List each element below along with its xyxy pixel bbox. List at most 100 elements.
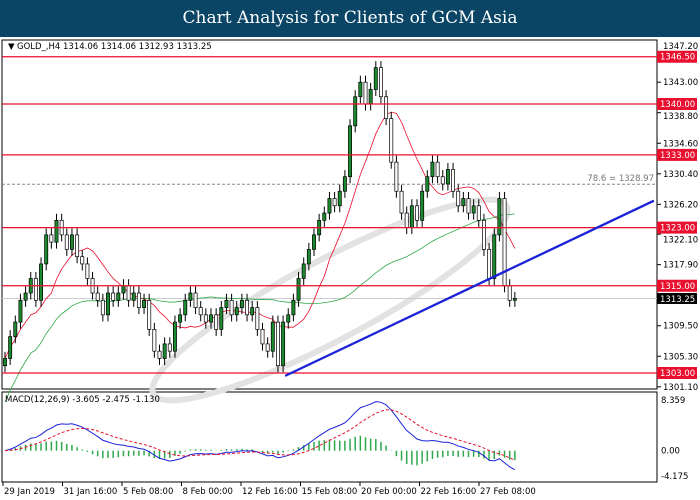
candle-body <box>471 205 476 214</box>
macd-pane <box>1 391 658 483</box>
level-tag <box>657 50 697 63</box>
candle-body <box>255 307 260 330</box>
time-tick-label: 15 Feb 08:00 <box>302 487 358 497</box>
candle-body <box>476 205 481 221</box>
candle-body <box>100 299 105 316</box>
candle-body <box>173 321 177 352</box>
candle-body <box>116 292 121 301</box>
candle-body <box>440 176 445 185</box>
price-tick-label: 1317.90 <box>663 261 698 271</box>
price-tick-label: 1334.60 <box>663 139 698 149</box>
price-tick-label: 1330.40 <box>663 170 698 180</box>
level-label: 1333.00 <box>660 151 695 161</box>
candle-body <box>8 336 13 359</box>
candle-body <box>389 118 394 163</box>
candle-body <box>64 234 69 250</box>
time-tick-label: 31 Jan 16:00 <box>64 487 118 497</box>
candle-body <box>214 314 219 330</box>
candle-body <box>337 190 342 207</box>
moving-average-50 <box>4 213 515 403</box>
candle-body <box>33 278 38 301</box>
candle-body <box>445 169 450 185</box>
candle-body <box>363 81 368 105</box>
candle-body <box>435 161 440 178</box>
candle-body <box>286 314 291 323</box>
candle-body <box>106 292 110 316</box>
candle-body <box>466 198 471 214</box>
candle-body <box>399 190 404 214</box>
candle-body <box>358 81 363 98</box>
candle-body <box>270 321 275 352</box>
symbol-dropdown-icon: ▼ <box>8 42 15 52</box>
candle-body <box>497 198 502 236</box>
candle-body <box>157 350 162 359</box>
candle-body <box>178 314 183 323</box>
candle-body <box>95 292 100 301</box>
candle-body <box>281 321 286 367</box>
candle-body <box>420 190 425 221</box>
candle-body <box>239 299 244 308</box>
candle-body <box>85 263 90 279</box>
price-tick-label: 1301.10 <box>663 383 698 393</box>
candle-body <box>394 161 399 192</box>
candle-body <box>183 299 188 316</box>
candle-body <box>131 292 136 301</box>
current-price-tag <box>657 292 697 304</box>
macd-line <box>4 401 516 471</box>
fibonacci-label: 78.6 = 1328.97 <box>587 174 654 184</box>
trendline <box>284 199 655 377</box>
candle-body <box>80 256 85 265</box>
price-chart[interactable]: ▼ GOLD_,H4 1314.06 1314.06 1312.93 1313.2… <box>0 37 700 500</box>
candle-body <box>49 234 54 243</box>
time-tick-label: 22 Feb 16:00 <box>421 487 477 497</box>
time-tick-label: 8 Feb 00:00 <box>183 487 233 497</box>
candle-body <box>487 249 492 279</box>
macd-tick-label: 8.359 <box>661 396 685 406</box>
level-label: 1340.00 <box>660 100 695 110</box>
current-price-label: 1313.25 <box>660 295 695 305</box>
level-tag <box>657 98 697 110</box>
candle-body <box>301 263 306 279</box>
level-tag <box>657 279 697 292</box>
candle-body <box>250 307 255 316</box>
candle-body <box>353 96 358 127</box>
price-tick-label: 1343.00 <box>663 78 698 88</box>
level-tag <box>657 148 697 161</box>
candle-body <box>507 285 512 301</box>
macd-tick-label: 0.00 <box>661 447 680 457</box>
price-tick-label: 1347.20 <box>663 42 698 52</box>
candle-body <box>69 234 74 250</box>
watermark-logo <box>149 196 511 404</box>
candle-body <box>203 314 208 323</box>
candle-body <box>136 292 141 308</box>
candle-body <box>327 198 332 214</box>
time-tick-label: 29 Jan 2019 <box>4 487 55 497</box>
time-tick-label: 20 Feb 00:00 <box>361 487 417 497</box>
level-label: 1346.50 <box>660 53 695 63</box>
candle-body <box>332 198 337 207</box>
macd-tick-label: -4.175 <box>661 472 688 482</box>
level-tag <box>657 366 697 379</box>
candle-body <box>229 299 234 316</box>
candle-body <box>312 234 316 250</box>
candle-body <box>18 299 23 323</box>
level-label: 1315.00 <box>660 282 695 292</box>
macd-label: MACD(12,26,9) -3.605 -2.475 -1.130 <box>5 395 160 405</box>
price-tick-label: 1338.80 <box>663 112 698 122</box>
candle-body <box>147 299 152 330</box>
candle-body <box>126 285 131 301</box>
price-tick-label: 1309.50 <box>663 322 698 332</box>
candle-body <box>44 234 49 265</box>
candle-body <box>3 358 7 367</box>
price-tick-label: 1326.20 <box>663 200 698 210</box>
candle-body <box>167 343 172 352</box>
candle-body <box>296 278 301 301</box>
candle-body <box>456 190 461 207</box>
candle-body <box>276 321 280 367</box>
candle-body <box>198 307 203 316</box>
price-tick-label: 1305.30 <box>663 352 698 362</box>
candle-body <box>193 292 198 308</box>
candle-body <box>342 176 347 192</box>
level-label: 1303.00 <box>660 369 695 379</box>
candle-body <box>384 96 389 119</box>
